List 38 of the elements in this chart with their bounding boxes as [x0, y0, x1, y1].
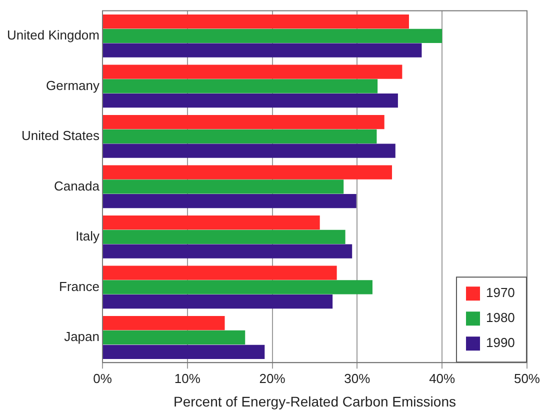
bar — [103, 64, 402, 79]
bar — [103, 266, 337, 280]
legend-label: 1990 — [486, 335, 515, 350]
x-tick-label: 20% — [259, 370, 286, 386]
x-tick-label: 40% — [429, 370, 456, 386]
bar — [103, 79, 378, 94]
x-tick-label: 50% — [514, 370, 540, 386]
y-tick-label: Germany — [46, 78, 100, 93]
x-axis-title: Percent of Energy-Related Carbon Emissions — [174, 393, 456, 410]
bar — [103, 129, 377, 144]
y-tick-label: United Kingdom — [7, 28, 100, 43]
bar — [103, 28, 442, 43]
bar — [103, 280, 372, 294]
bar — [103, 165, 392, 180]
bar — [103, 14, 409, 29]
bar — [103, 144, 396, 158]
y-tick-label: Japan — [64, 329, 100, 344]
bar — [103, 330, 246, 345]
legend-label: 1980 — [486, 310, 515, 326]
bar — [103, 215, 320, 230]
y-tick-label: France — [59, 278, 100, 294]
bar — [103, 294, 333, 309]
bar — [103, 114, 384, 130]
x-tick-label: 0% — [93, 370, 112, 386]
bar — [103, 194, 356, 208]
y-tick-label: Italy — [76, 228, 100, 244]
y-tick-label: Canada — [54, 178, 100, 194]
bar — [103, 344, 265, 359]
x-tick-label: 30% — [344, 370, 371, 386]
bar — [103, 244, 352, 258]
bar — [103, 94, 398, 108]
bar — [103, 230, 346, 244]
bar — [103, 43, 422, 58]
y-tick-label: United States — [21, 128, 100, 144]
legend-label: 1970 — [486, 285, 515, 300]
x-tick-label: 10% — [174, 370, 201, 386]
bar — [103, 316, 225, 330]
bar — [103, 180, 344, 194]
